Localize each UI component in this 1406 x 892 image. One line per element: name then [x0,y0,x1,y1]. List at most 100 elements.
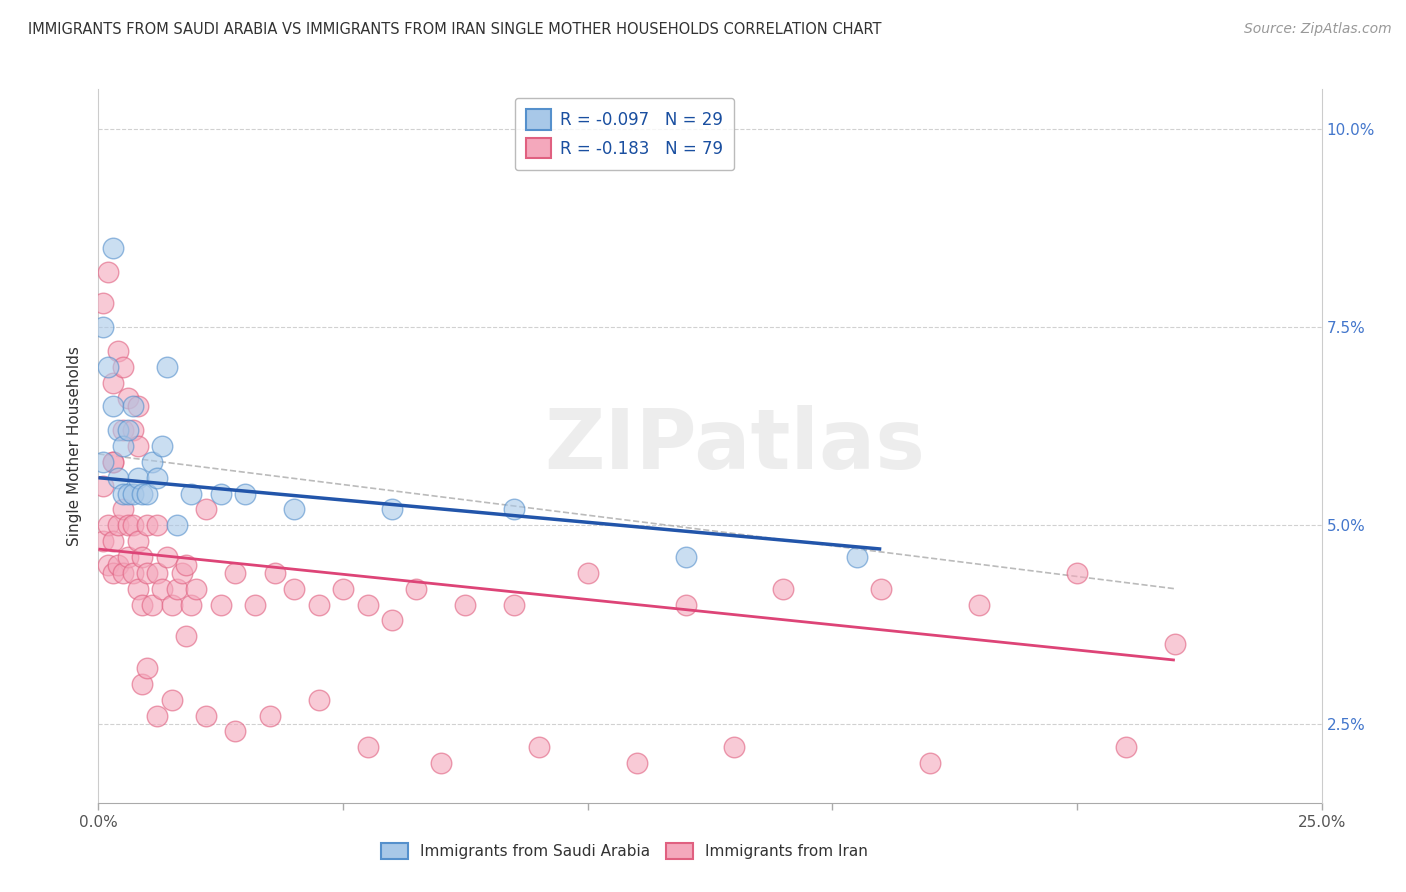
Point [97,518,120,533]
Text: ZIPatlas: ZIPatlas [544,406,925,486]
Point [156,549,179,564]
Point [101,400,124,414]
Point [224,724,246,739]
Point [243,598,266,612]
Point [180,486,202,500]
Point [111,486,134,500]
Point [308,598,330,612]
Point [131,598,153,612]
Point [1066,566,1088,580]
Point [180,598,202,612]
Point [195,502,218,516]
Point [91,455,114,469]
Point [146,566,169,580]
Point [381,502,404,516]
Point [283,582,305,596]
Point [141,455,163,469]
Point [127,534,149,549]
Point [91,478,114,492]
Point [503,502,526,516]
Point [209,486,232,500]
Point [101,534,124,549]
Point [101,376,124,390]
Point [156,359,179,374]
Point [527,740,550,755]
Point [146,518,169,533]
Legend: Immigrants from Saudi Arabia, Immigrants from Iran: Immigrants from Saudi Arabia, Immigrants… [373,835,876,866]
Point [454,598,477,612]
Point [920,756,942,771]
Point [263,566,285,580]
Point [101,566,124,580]
Point [675,549,697,564]
Text: Source: ZipAtlas.com: Source: ZipAtlas.com [1244,22,1392,37]
Point [576,566,599,580]
Point [176,629,198,643]
Point [356,740,378,755]
Point [136,661,159,675]
Point [195,708,218,723]
Y-axis label: Single Mother Households: Single Mother Households [67,346,83,546]
Point [117,518,139,533]
Point [723,740,745,755]
Point [332,582,354,596]
Point [91,534,114,549]
Point [131,549,153,564]
Point [136,486,159,500]
Point [845,549,868,564]
Text: IMMIGRANTS FROM SAUDI ARABIA VS IMMIGRANTS FROM IRAN SINGLE MOTHER HOUSEHOLDS CO: IMMIGRANTS FROM SAUDI ARABIA VS IMMIGRAN… [28,22,882,37]
Point [209,598,232,612]
Point [136,518,159,533]
Point [101,241,124,255]
Point [166,518,188,533]
Point [121,486,143,500]
Point [107,423,129,437]
Point [111,423,134,437]
Point [146,471,169,485]
Point [356,598,378,612]
Point [675,598,697,612]
Point [150,439,173,453]
Point [870,582,893,596]
Point [430,756,453,771]
Point [111,439,134,453]
Point [111,502,134,516]
Point [127,439,149,453]
Point [150,582,173,596]
Point [166,582,188,596]
Point [97,558,120,572]
Point [233,486,256,500]
Point [111,359,134,374]
Point [107,343,129,358]
Point [121,400,143,414]
Point [224,566,246,580]
Point [121,566,143,580]
Point [117,486,139,500]
Point [97,264,120,278]
Point [107,471,129,485]
Point [107,558,129,572]
Point [131,677,153,691]
Point [117,549,139,564]
Point [626,756,648,771]
Point [259,708,281,723]
Point [186,582,208,596]
Point [160,598,183,612]
Point [91,320,114,334]
Point [405,582,427,596]
Point [127,471,149,485]
Point [160,692,183,706]
Point [1115,740,1137,755]
Point [127,582,149,596]
Point [117,392,139,406]
Point [101,455,124,469]
Point [127,400,149,414]
Point [131,486,153,500]
Point [146,708,169,723]
Point [111,566,134,580]
Point [136,566,159,580]
Point [117,423,139,437]
Point [141,598,163,612]
Point [176,558,198,572]
Point [772,582,794,596]
